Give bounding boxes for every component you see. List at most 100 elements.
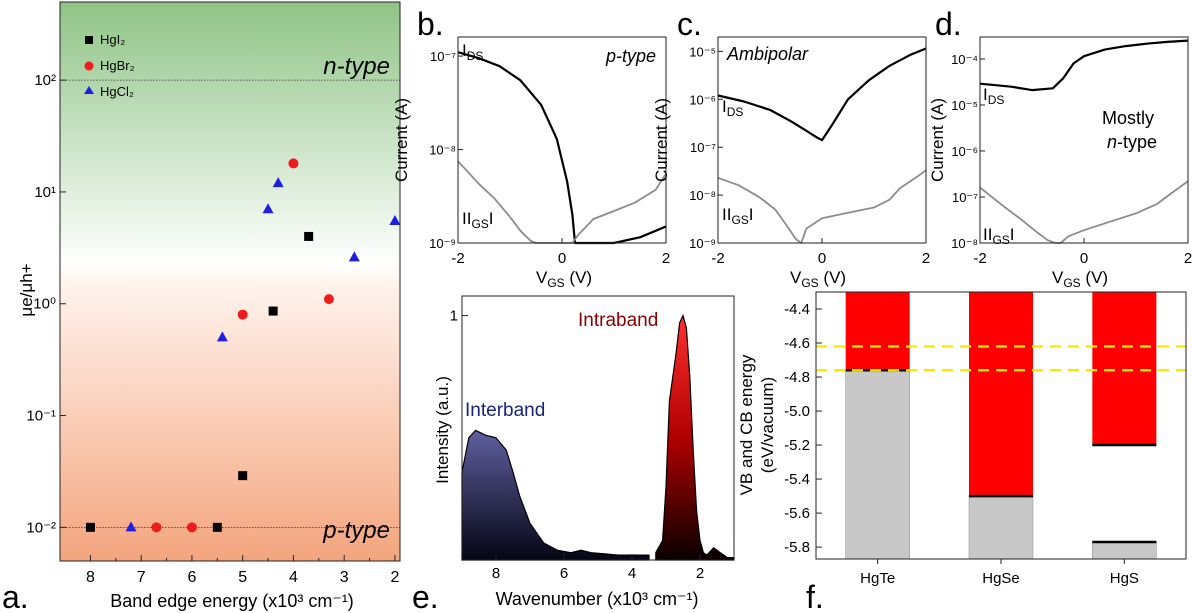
panel-f-cb-bar-hgte [845,292,910,371]
panel-f-y-tick-label: -5.2 [784,437,810,454]
panel-a-legend: HgI₂ HgBr₂ HgCl₂ [84,32,135,99]
panel-f-y-tick-label: -4.6 [784,335,810,352]
panel-c-igs-curve [717,169,927,244]
panel-a-x-tick-label: 2 [390,569,399,586]
panel-c-ambipolar-transfer: -2 0 210⁻⁹10⁻⁸10⁻⁷10⁻⁶10⁻⁵ c. Ambipolar ID… [652,6,930,290]
panel-a-point-hgcl2-4 [348,251,360,262]
panel-e-x-tick-label: 8 [492,565,500,582]
panel-a-x-tick-label: 8 [86,569,95,586]
panel-a-point-hgbr2-2 [237,309,248,320]
panel-a-point-hgi2-0 [85,522,95,532]
panel-e-frame [461,295,735,561]
panel-b-p-type-transfer: -2 0 210⁻⁹10⁻⁸10⁻⁷ b. p-type IDS IIGSI Cur… [392,6,670,290]
panel-e-label: e. [412,579,439,613]
panel-e-interband-label: Interband [465,400,545,421]
panel-d-n-type-transfer: -2 0 2 10⁻⁸ 10⁻⁷ 10⁻⁶ 10⁻⁵ 10⁻⁴ d. Mostly n-typ… [928,6,1192,290]
panel-d-plot-area [980,37,1188,243]
panel-d-x-tick-label: -2 [973,250,986,267]
legend-marker-hgbr2 [84,61,94,71]
panel-a-y-tick-label: 10⁻¹ [26,408,56,425]
region-label-n-type: n-type [323,53,390,80]
region-label-p-type: p-type [322,517,390,544]
panel-c-x-tick-label: 0 [818,250,826,267]
panel-d-y-tick-label: 10⁻⁶ [951,144,978,159]
panel-a-point-hgbr2-1 [186,522,197,533]
panel-d-y-tick-label: 10⁻⁵ [951,98,978,113]
panel-f-gap-hgs [1092,445,1157,542]
panel-e-y-axis-label: Intensity (a.u.) [433,376,452,484]
panel-d-x-tick-label: 2 [1184,250,1192,267]
panel-a-point-hgcl2-2 [262,203,274,214]
panel-f-y-axis-label-line1: VB and CB energy [737,354,756,495]
panel-c-annotation: Ambipolar [726,44,809,64]
panel-a-y-tick-label: 10⁻² [26,519,56,536]
panel-c-y-tick-label: 10⁻⁷ [690,140,716,155]
panel-e-spectrum: 8 6 4 2 1 Interband Intraband Intensity (a.u… [412,295,735,613]
panel-b-x-tick-label: 0 [558,250,566,267]
panel-a-mobility-ratio: 8 7 6 5 4 3 2 10⁻² 10⁻¹ 10⁰ 10¹ 10² HgI₂ HgBr₂ HgCl… [2,1,401,613]
panel-b-y-axis-label: Current (A) [392,98,411,182]
panel-f-y-tick-label: -5.0 [784,403,810,420]
panel-d-label: d. [935,6,962,42]
panel-b-ids-curve [457,51,667,245]
panel-a-point-hgi2-4 [304,231,314,241]
panel-d-igs-curve [979,180,1189,244]
panel-e-x-tick-label: 6 [560,565,568,582]
panel-c-y-tick-label: 10⁻⁵ [689,44,716,59]
panel-b-x-tick-label: -2 [451,250,464,267]
panel-a-y-tick-label: 10⁰ [33,296,56,313]
panel-c-x-axis-label: VGS (V) [790,268,846,290]
panel-a-gradient-background [60,2,400,561]
panel-a-point-hgbr2-4 [323,294,334,305]
legend-label-hgbr2: HgBr₂ [100,58,135,73]
panel-c-ids-curve [717,47,927,142]
panel-a-frame [59,1,401,562]
panel-a-x-tick-label: 5 [238,569,247,586]
panel-a-x-axis-label: Band edge energy (x10³ cm⁻¹) [110,591,354,611]
panel-a-x-tick-label: 3 [340,569,349,586]
panel-d-ids-curve [979,39,1189,92]
panel-d-x-tick-label: 0 [1080,250,1088,267]
panel-c-x-tick-label: 2 [922,250,930,267]
panel-a-point-hgcl2-0 [125,521,137,532]
panel-a-point-hgbr2-3 [288,158,299,169]
panel-e-x-tick-label: 4 [628,565,636,582]
legend-marker-hgi2 [85,36,93,44]
panel-a-point-hgbr2-0 [151,522,162,533]
panel-f-vb-bar-hgse [968,495,1034,560]
panel-c-y-tick-label: 10⁻⁶ [689,92,716,107]
panel-b-y-tick-label: 10⁻⁹ [429,236,456,251]
panel-f-frame [815,291,1187,560]
panel-b-label: b. [417,6,444,42]
panel-a-label: a. [2,579,29,613]
panel-c-label: c. [677,6,702,42]
panel-e-x-axis-label: Wavenumber (x10³ cm⁻¹) [496,589,699,609]
panel-b-x-tick-label: 2 [662,250,670,267]
panel-a-y-tick-label: 10² [34,72,56,89]
panel-d-annotation-line1: Mostly [1102,108,1154,128]
panel-b-y-tick-label: 10⁻⁷ [430,49,456,64]
panel-a-point-hgcl2-1 [216,331,228,342]
panel-a-x-tick-label: 7 [137,569,146,586]
panel-e-interband-area [461,429,650,561]
panel-f-vb-bar-hgte [845,369,910,560]
panel-f-band-energies: HgTe HgSe HgS -4.4 -4.6 -4.8 -5.0 -5.2 -5.4 -5.6… [737,291,1187,613]
panel-f-cb-bar-hgs [1092,292,1157,446]
panel-c-y-tick-label: 10⁻⁸ [689,188,716,203]
panel-e-x-tick-label: 2 [696,565,704,582]
panel-d-y-tick-label: 10⁻⁸ [951,236,978,251]
panel-a-y-axis-label: μe/μh+ [17,263,36,316]
legend-marker-hgcl2 [84,86,94,94]
panel-d-x-axis-label: VGS (V) [1052,268,1108,290]
panel-c-y-tick-label: 10⁻⁹ [689,236,716,251]
panel-a-x-tick-label: 4 [289,569,298,586]
panel-f-label: f. [806,579,824,613]
panel-b-x-axis-label: VGS (V) [536,268,592,290]
panel-a-point-hgi2-1 [212,522,222,532]
panel-a-point-hgi2-2 [238,471,248,481]
panel-f-vb-bar-hgs [1092,541,1157,560]
legend-label-hgcl2: HgCl₂ [100,84,134,99]
panel-d-y-tick-label: 10⁻⁷ [952,190,978,205]
panel-f-y-tick-label: -4.4 [784,301,810,318]
